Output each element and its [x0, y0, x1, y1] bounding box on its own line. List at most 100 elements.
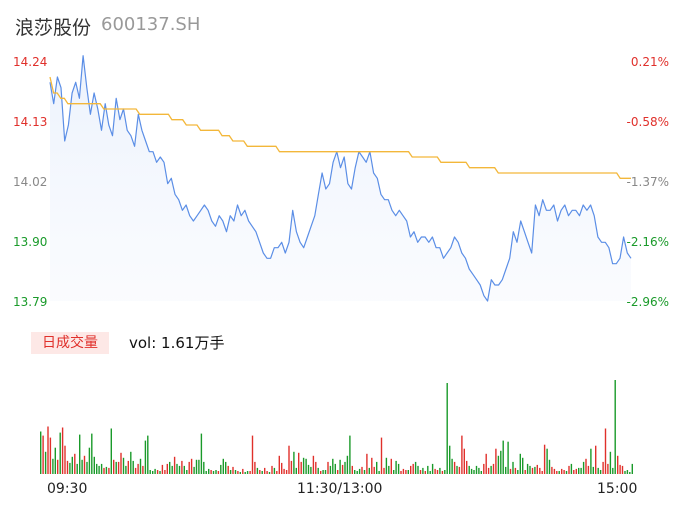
volume-bar — [446, 383, 448, 474]
volume-bar — [324, 470, 327, 474]
volume-bar — [169, 461, 171, 474]
volume-bar — [595, 445, 597, 474]
y-tick-left-3: 13.90 — [13, 235, 48, 249]
volume-bar — [227, 465, 229, 474]
volume-bar — [310, 466, 312, 474]
volume-bar — [436, 470, 439, 474]
volume-bar — [478, 467, 480, 474]
volume-bar — [320, 471, 322, 474]
volume-bar — [461, 435, 463, 474]
volume-bar — [105, 466, 108, 474]
volume-bar — [629, 472, 631, 474]
volume-bar — [402, 468, 405, 474]
volume-bar — [222, 458, 224, 474]
volume-bar — [368, 467, 370, 474]
volume-bar — [453, 461, 456, 474]
volume-bar — [470, 468, 473, 474]
volume-bar — [161, 464, 164, 474]
volume-bar — [127, 460, 129, 474]
volume-bar — [110, 428, 112, 474]
volume-bar — [285, 470, 288, 474]
volume-bar — [463, 448, 465, 474]
volume-bar — [407, 470, 409, 474]
x-tick-midday: 11:30/13:00 — [297, 481, 383, 497]
volume-bar — [259, 470, 261, 474]
volume-bar — [190, 458, 193, 474]
volume-bar — [582, 461, 585, 474]
volume-bar — [69, 462, 71, 474]
volume-bar — [483, 463, 485, 474]
volume-bar — [456, 465, 458, 474]
volume-bar — [154, 468, 156, 474]
volume-bar — [468, 465, 470, 474]
volume-bar — [341, 464, 344, 474]
volume-bar — [480, 471, 482, 474]
volume-bar — [346, 455, 349, 474]
volume-bar — [390, 458, 392, 474]
volume-bar — [395, 460, 397, 474]
volume-bar — [609, 451, 612, 474]
volume-bar — [358, 468, 361, 474]
volume-bar — [512, 461, 514, 474]
volume-bar — [281, 462, 283, 474]
volume-bar — [514, 467, 517, 474]
volume-bar — [59, 432, 61, 474]
volume-bar — [100, 463, 103, 474]
volume-bar — [83, 455, 86, 474]
volume-bar — [305, 458, 307, 474]
volume-bar — [356, 471, 358, 474]
volume-bar — [254, 461, 256, 474]
volume-bar — [505, 466, 507, 474]
volume-bar — [631, 463, 633, 474]
volume-bar — [522, 457, 524, 474]
volume-bar — [578, 467, 580, 474]
volume-bar — [159, 471, 161, 474]
volume-bar — [176, 463, 178, 474]
volume-bar — [373, 466, 375, 474]
volume-bar — [295, 467, 297, 474]
volume-bar — [166, 463, 168, 474]
volume-bar — [217, 471, 220, 474]
volume-bar — [485, 453, 487, 474]
volume-bar — [108, 467, 110, 474]
volume-bar — [429, 471, 431, 474]
volume-bar — [293, 451, 295, 474]
volume-bar — [134, 467, 137, 474]
volume-bar — [444, 470, 446, 474]
volume-bar — [519, 453, 521, 474]
volume-bar — [604, 428, 607, 474]
volume-bar — [193, 466, 195, 474]
volume-bar — [212, 471, 215, 474]
volume-bar — [164, 470, 166, 474]
volume-bar — [539, 467, 541, 474]
volume-bar — [242, 468, 244, 474]
volume-bar — [546, 448, 548, 474]
volume-bar — [229, 470, 232, 474]
y-tick-right-4: -2.96% — [626, 295, 669, 309]
volume-bar — [383, 467, 385, 474]
volume-bar — [570, 463, 573, 474]
volume-bar — [178, 465, 181, 474]
volume-bar — [439, 467, 441, 474]
volume-bar — [541, 471, 543, 474]
volume-bar — [329, 465, 332, 474]
volume-bar — [47, 426, 49, 474]
y-tick-left-4: 13.79 — [13, 295, 48, 309]
volume-bar — [322, 470, 324, 474]
volume-bar — [621, 465, 624, 474]
volume-bar — [93, 456, 95, 474]
volume-bar — [441, 471, 444, 474]
volume-bar — [385, 457, 388, 474]
volume-bar — [315, 461, 317, 474]
volume-bar — [602, 461, 604, 474]
volume-bar — [300, 461, 302, 474]
volume-bar — [203, 461, 205, 474]
volume-bar — [312, 455, 315, 474]
volume-bar — [44, 451, 47, 474]
volume-bar — [195, 459, 198, 474]
volume-bar — [271, 465, 273, 474]
volume-bar — [142, 465, 144, 474]
volume-bar — [354, 470, 356, 474]
volume-bar — [585, 458, 587, 474]
volume-value: vol: 1.61万手 — [129, 334, 225, 352]
